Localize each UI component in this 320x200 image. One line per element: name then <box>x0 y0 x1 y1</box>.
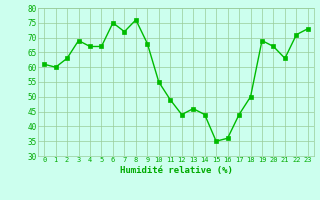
X-axis label: Humidité relative (%): Humidité relative (%) <box>120 166 232 175</box>
